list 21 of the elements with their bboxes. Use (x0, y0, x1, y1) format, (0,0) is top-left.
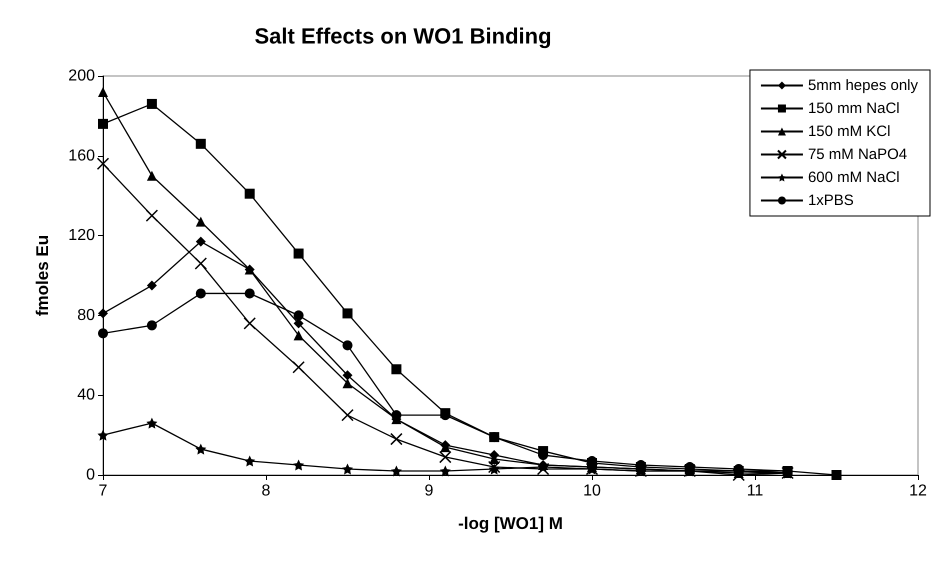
legend-label: 1xPBS (808, 192, 854, 209)
y-tick-label: 0 (86, 466, 96, 484)
x-tick-label: 11 (746, 482, 764, 500)
legend-label: 600 mM NaCl (808, 169, 900, 186)
y-tick-label: 120 (68, 227, 96, 244)
y-tick-label: 80 (77, 306, 96, 324)
legend-label: 5mm hepes only (808, 77, 918, 94)
x-tick-label: 7 (98, 482, 108, 500)
x-tick-label: 12 (909, 482, 927, 500)
y-tick-label: 200 (68, 68, 96, 84)
x-axis-title: -log [WO1] M (458, 514, 563, 533)
y-tick-label: 40 (77, 386, 96, 404)
x-tick-label: 8 (262, 482, 271, 500)
y-axis-title: fmoles Eu (33, 234, 52, 316)
x-tick-label: 10 (583, 482, 601, 500)
x-tick-label: 9 (424, 482, 434, 500)
legend-label: 150 mM KCl (808, 123, 890, 140)
chart-title: Salt Effects on WO1 Binding (254, 24, 552, 48)
y-tick-label: 160 (68, 147, 96, 164)
legend-label: 75 mM NaPO4 (808, 146, 908, 163)
legend-label: 150 mm NaCl (808, 100, 900, 117)
